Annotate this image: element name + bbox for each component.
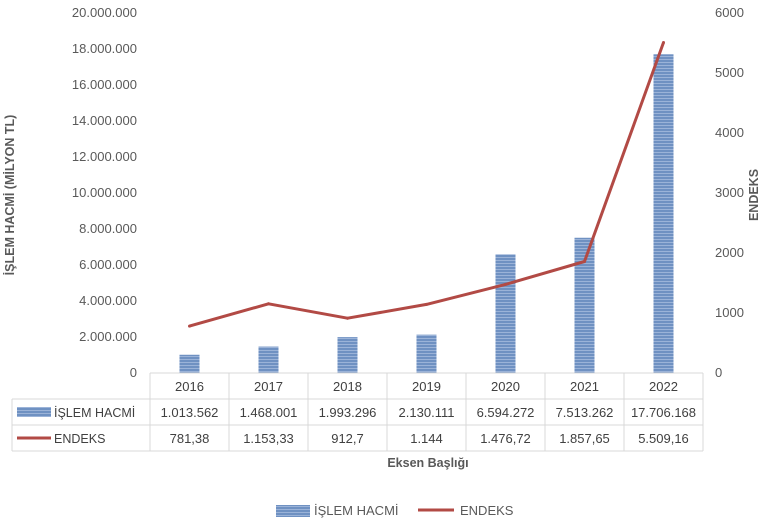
x-tick-label: 2021 bbox=[570, 379, 599, 394]
y2-tick-label: 4000 bbox=[715, 125, 744, 140]
bar-2018 bbox=[337, 337, 358, 373]
y-tick-label: 20.000.000 bbox=[72, 5, 137, 20]
y2-tick-label: 5000 bbox=[715, 65, 744, 80]
legend-swatch-bar bbox=[276, 505, 310, 517]
y-axis-right: 0 1000 2000 3000 4000 5000 6000 bbox=[715, 5, 744, 380]
y-axis-left: 0 2.000.000 4.000.000 6.000.000 8.000.000 10.… bbox=[72, 5, 137, 380]
y-tick-label: 12.000.000 bbox=[72, 149, 137, 164]
y-tick-label: 4.000.000 bbox=[79, 293, 137, 308]
data-label-bar: 1.993.296 bbox=[319, 405, 377, 420]
data-table: 2016 2017 2018 2019 2020 2021 2022 İŞLEM HACMİ 1… bbox=[11, 372, 704, 452]
y2-tick-label: 1000 bbox=[715, 305, 744, 320]
x-tick-label: 2020 bbox=[491, 379, 520, 394]
bar-2021 bbox=[574, 237, 595, 373]
x-tick-label: 2018 bbox=[333, 379, 362, 394]
y-tick-label: 10.000.000 bbox=[72, 185, 137, 200]
y-tick-label: 0 bbox=[130, 365, 137, 380]
bar-2019 bbox=[416, 334, 437, 373]
y-tick-label: 16.000.000 bbox=[72, 77, 137, 92]
line-point-2020 bbox=[504, 282, 507, 286]
bar-2020 bbox=[495, 254, 516, 373]
y-tick-label: 18.000.000 bbox=[72, 41, 137, 56]
x-tick-label: 2022 bbox=[649, 379, 678, 394]
table-row-label-line: ENDEKS bbox=[54, 432, 105, 446]
data-label-line: 912,7 bbox=[331, 431, 364, 446]
data-label-bar: 6.594.272 bbox=[477, 405, 535, 420]
line-point-2017 bbox=[267, 302, 270, 306]
y2-axis-title: ENDEKS bbox=[747, 169, 761, 221]
x-axis-title: Eksen Başlığı bbox=[387, 456, 468, 470]
data-label-line: 1.476,72 bbox=[480, 431, 531, 446]
y-tick-label: 2.000.000 bbox=[79, 329, 137, 344]
y2-tick-label: 6000 bbox=[715, 5, 744, 20]
line-point-2021 bbox=[583, 260, 586, 264]
data-label-bar: 17.706.168 bbox=[631, 405, 696, 420]
bar-2017 bbox=[258, 346, 279, 373]
data-label-line: 781,38 bbox=[170, 431, 210, 446]
data-label-bar: 1.468.001 bbox=[240, 405, 298, 420]
y-tick-label: 8.000.000 bbox=[79, 221, 137, 236]
legend: İŞLEM HACMİ ENDEKS bbox=[276, 503, 514, 518]
x-tick-label: 2016 bbox=[175, 379, 204, 394]
line-point-2018 bbox=[346, 316, 349, 320]
line-point-2016 bbox=[188, 324, 191, 328]
bar-series bbox=[179, 54, 674, 374]
data-label-line: 1.144 bbox=[410, 431, 443, 446]
table-swatch-bar bbox=[17, 407, 51, 417]
bar-2016 bbox=[179, 354, 200, 373]
x-tick-label: 2017 bbox=[254, 379, 283, 394]
legend-label-bar: İŞLEM HACMİ bbox=[314, 503, 399, 518]
line-point-2019 bbox=[425, 302, 428, 306]
y-tick-label: 14.000.000 bbox=[72, 113, 137, 128]
legend-label-line: ENDEKS bbox=[460, 503, 514, 518]
bar-2022 bbox=[653, 54, 674, 374]
data-label-bar: 1.013.562 bbox=[161, 405, 219, 420]
data-label-line: 1.857,65 bbox=[559, 431, 610, 446]
y-axis-title: İŞLEM HACMİ (MİLYON TL) bbox=[2, 115, 17, 276]
data-label-line: 5.509,16 bbox=[638, 431, 689, 446]
y-tick-label: 6.000.000 bbox=[79, 257, 137, 272]
data-label-bar: 7.513.262 bbox=[556, 405, 614, 420]
data-label-line: 1.153,33 bbox=[243, 431, 294, 446]
table-row-label-bar: İŞLEM HACMİ bbox=[54, 406, 135, 420]
x-tick-label: 2019 bbox=[412, 379, 441, 394]
y2-tick-label: 3000 bbox=[715, 185, 744, 200]
data-label-bar: 2.130.111 bbox=[399, 405, 455, 420]
line-series bbox=[188, 40, 665, 328]
y2-tick-label: 0 bbox=[715, 365, 722, 380]
y2-tick-label: 2000 bbox=[715, 245, 744, 260]
line-point-2022 bbox=[662, 40, 665, 44]
